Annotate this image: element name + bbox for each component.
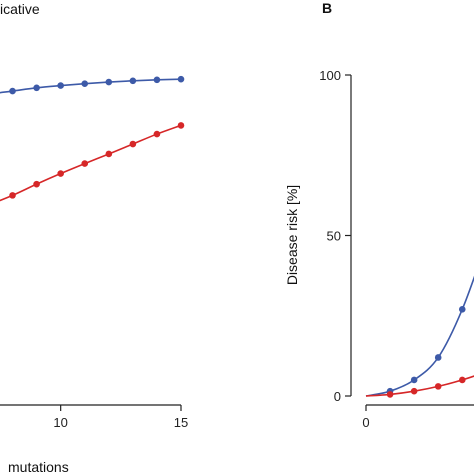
panel-b-series-1-point bbox=[434, 383, 442, 390]
panel-b-x-ticks: 0 bbox=[362, 405, 370, 430]
panel-a-series-1-point bbox=[57, 170, 64, 177]
panel-a-series-0-point bbox=[153, 76, 161, 84]
panel-a-x-tick-label: 15 bbox=[174, 415, 188, 430]
panel-b-series-0-point bbox=[458, 306, 466, 313]
panel-a-series-0-point bbox=[57, 82, 64, 89]
panel-a: icative 10 15 mutations bbox=[0, 1, 188, 474]
panel-b-series-1-point bbox=[410, 387, 418, 395]
panel-a-series-1-point bbox=[153, 130, 161, 138]
panel-a-series bbox=[0, 75, 185, 202]
panel-a-series-1-point bbox=[129, 140, 137, 148]
panel-a-x-tick-label: 10 bbox=[53, 415, 67, 430]
panel-b-y-tick-label: 100 bbox=[319, 68, 341, 83]
panel-b-series-1-point bbox=[386, 391, 394, 398]
panel-a-series-0-point bbox=[177, 75, 185, 83]
panel-a-x-label: mutations bbox=[8, 459, 69, 474]
panel-a-series-0-point bbox=[9, 87, 16, 95]
panel-b-label: B bbox=[322, 0, 332, 16]
panel-a-title: icative bbox=[0, 1, 40, 17]
panel-b-y-label: Disease risk [%] bbox=[284, 185, 300, 285]
panel-b: B 0 50 100 0 Disease risk [%] bbox=[284, 0, 474, 430]
panel-a-series-1-point bbox=[177, 122, 185, 129]
panel-a-series-0-line bbox=[0, 78, 182, 94]
panel-b-series bbox=[365, 275, 474, 398]
panel-b-y-tick-label: 0 bbox=[334, 389, 341, 404]
panel-a-series-1-line bbox=[0, 124, 182, 202]
panel-a-series-1-point bbox=[81, 160, 89, 167]
panel-a-series-1-point bbox=[105, 150, 113, 158]
panel-b-x-tick-label: 0 bbox=[362, 415, 369, 430]
panel-b-y-tick-label: 50 bbox=[327, 229, 341, 244]
panel-a-x-ticks: 10 15 bbox=[53, 405, 188, 430]
panel-b-series-1-line bbox=[365, 375, 474, 397]
panel-b-series-0-point bbox=[410, 376, 418, 384]
panel-a-series-0-point bbox=[81, 80, 89, 87]
panel-b-series-1-point bbox=[458, 376, 466, 384]
panel-a-series-0-point bbox=[129, 77, 137, 85]
panel-a-series-1-point bbox=[33, 180, 40, 188]
panel-a-series-1-point bbox=[9, 192, 16, 199]
panel-a-series-0-point bbox=[105, 78, 113, 86]
panel-b-series-0-point bbox=[434, 354, 442, 361]
panel-a-series-0-point bbox=[33, 84, 40, 92]
panel-b-series-0-line bbox=[365, 275, 474, 397]
panel-b-y-ticks: 0 50 100 bbox=[319, 68, 351, 404]
